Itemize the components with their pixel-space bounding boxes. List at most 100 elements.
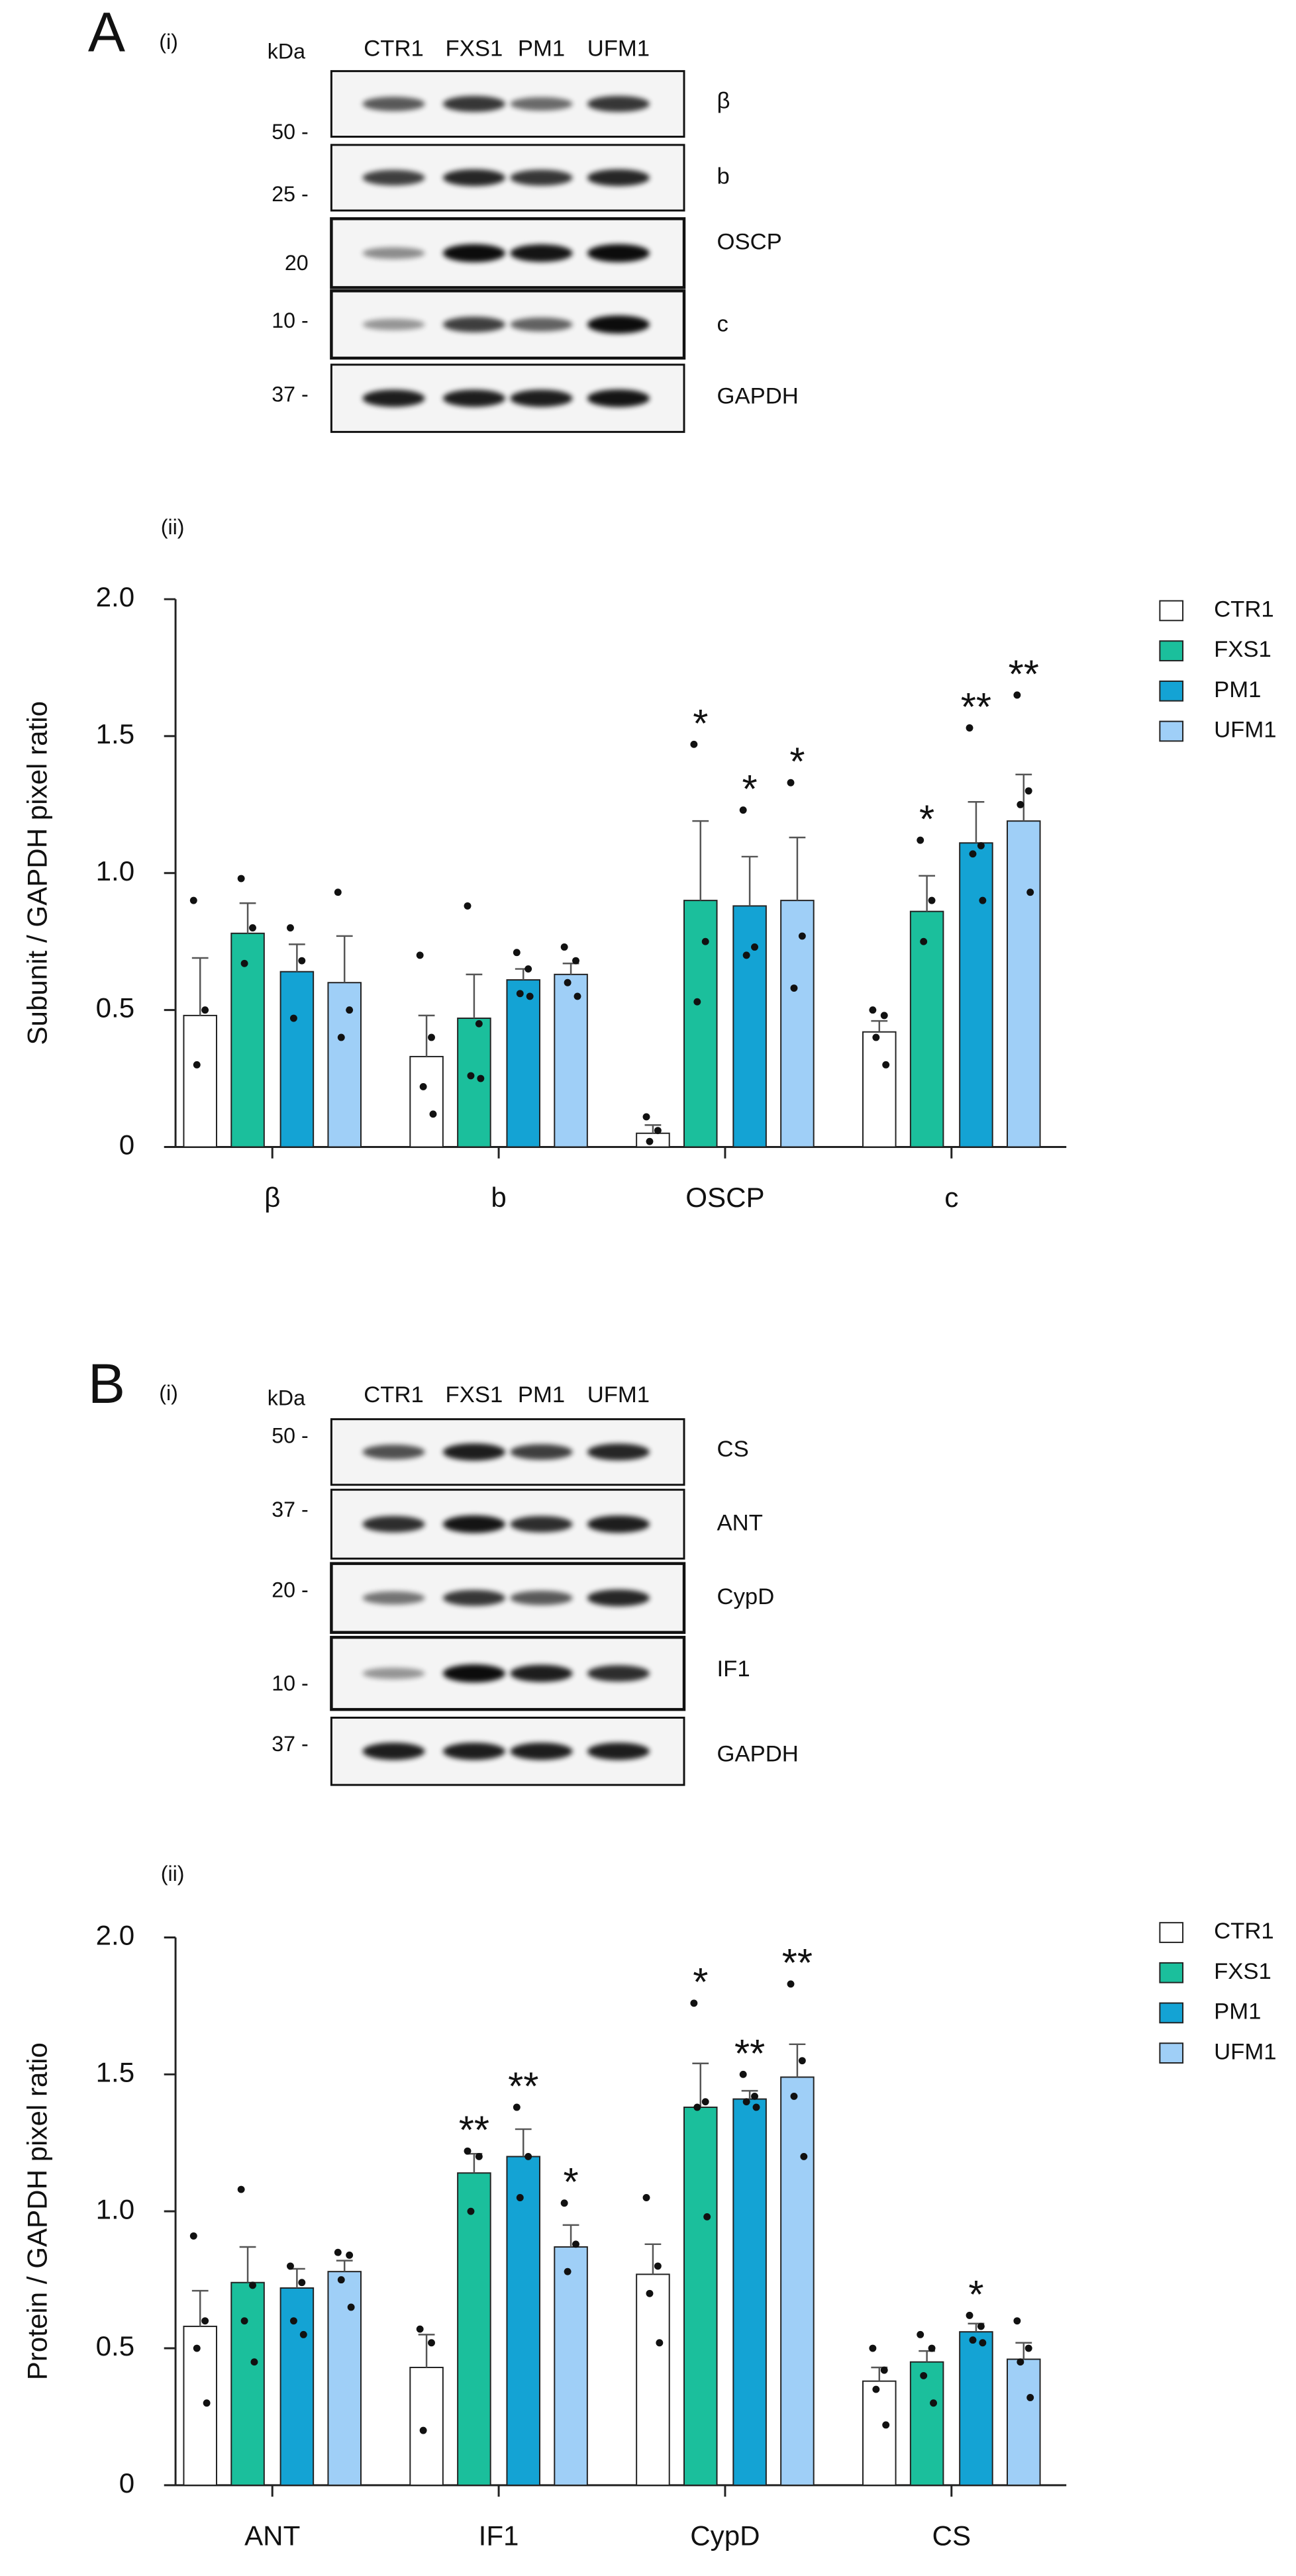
data-point bbox=[560, 2199, 568, 2207]
band-name: OSCP bbox=[717, 230, 782, 255]
bar bbox=[327, 2271, 362, 2486]
bar bbox=[457, 1018, 491, 1148]
blot-band bbox=[587, 1515, 650, 1533]
data-point bbox=[966, 2311, 973, 2319]
lane-label: FXS1 bbox=[446, 1382, 503, 1407]
data-point bbox=[752, 2103, 760, 2111]
significance: * bbox=[789, 739, 805, 784]
bar bbox=[862, 1031, 897, 1148]
band-name: GAPDH bbox=[717, 384, 799, 409]
blot-band bbox=[442, 389, 505, 407]
lane-label: CTR1 bbox=[364, 1382, 424, 1407]
y-tick-label: 1.5 bbox=[96, 2056, 135, 2087]
significance: ** bbox=[734, 2031, 765, 2075]
data-point bbox=[201, 2317, 209, 2325]
significance: ** bbox=[459, 2108, 489, 2152]
data-point bbox=[475, 2152, 483, 2160]
blot-band bbox=[510, 169, 573, 186]
bar bbox=[636, 2273, 670, 2486]
kda-marker: 10 - bbox=[272, 1671, 308, 1695]
legend-swatch bbox=[1159, 600, 1184, 622]
blot-band bbox=[442, 1443, 505, 1461]
blot-band bbox=[510, 1742, 573, 1760]
data-point bbox=[1017, 800, 1024, 808]
blot-band bbox=[587, 169, 650, 187]
data-point bbox=[249, 924, 256, 931]
y-tick-label: 0.5 bbox=[96, 2330, 135, 2361]
data-point bbox=[977, 841, 985, 849]
band-name: ANT bbox=[717, 1510, 763, 1535]
significance: * bbox=[742, 767, 758, 811]
panel-letter: B bbox=[88, 1353, 125, 1415]
bar bbox=[909, 910, 944, 1148]
data-point bbox=[790, 984, 798, 992]
data-point bbox=[642, 1113, 650, 1121]
data-point bbox=[787, 1980, 795, 1988]
blot-band bbox=[442, 95, 505, 113]
kda-label: kDa bbox=[268, 1386, 305, 1409]
bar bbox=[457, 2172, 491, 2486]
data-point bbox=[572, 957, 579, 965]
legend-label: PM1 bbox=[1214, 1999, 1261, 2025]
data-point bbox=[419, 1082, 427, 1090]
bar bbox=[230, 932, 265, 1148]
data-point bbox=[572, 2240, 579, 2248]
bar bbox=[683, 900, 718, 1148]
data-point bbox=[739, 2070, 747, 2078]
significance: ** bbox=[1009, 651, 1039, 696]
bar bbox=[1007, 820, 1041, 1148]
data-point bbox=[742, 2098, 750, 2106]
legend-label: FXS1 bbox=[1214, 1959, 1271, 1984]
blot-band bbox=[442, 1515, 505, 1533]
y-tick-label: 2.0 bbox=[96, 581, 135, 612]
band-name: CypD bbox=[717, 1584, 775, 1609]
data-point bbox=[250, 2358, 258, 2366]
blot-band bbox=[510, 1664, 573, 1682]
data-point bbox=[693, 2103, 701, 2111]
data-point bbox=[467, 1072, 475, 1080]
blot-band bbox=[442, 1664, 505, 1683]
legend-swatch bbox=[1159, 1962, 1184, 1983]
blot-band bbox=[510, 317, 573, 332]
x-tick-label: ANT bbox=[244, 2520, 300, 2551]
blot-band bbox=[362, 247, 425, 260]
data-point bbox=[298, 2279, 306, 2287]
data-point bbox=[930, 2399, 937, 2407]
data-point bbox=[564, 978, 572, 986]
bar bbox=[506, 2156, 540, 2486]
data-point bbox=[928, 896, 936, 904]
data-point bbox=[513, 949, 521, 957]
data-point bbox=[787, 779, 795, 787]
blot-band bbox=[442, 169, 505, 187]
legend-label: CTR1 bbox=[1214, 1919, 1274, 1944]
data-point bbox=[193, 1061, 201, 1069]
lane-label: PM1 bbox=[518, 1382, 565, 1407]
kda-marker: 20 - bbox=[272, 1578, 308, 1601]
kda-marker: 50 - bbox=[272, 1423, 308, 1447]
blot-band bbox=[587, 389, 650, 407]
kda-marker: 20 bbox=[285, 251, 309, 275]
data-point bbox=[287, 2262, 294, 2270]
data-point bbox=[882, 2421, 890, 2429]
data-point bbox=[701, 937, 709, 945]
blot-band bbox=[510, 1444, 573, 1460]
data-point bbox=[287, 924, 294, 931]
legend-label: FXS1 bbox=[1214, 637, 1271, 662]
data-point bbox=[513, 2103, 521, 2111]
data-point bbox=[337, 1033, 345, 1041]
data-point bbox=[416, 2325, 424, 2333]
significance: * bbox=[693, 1960, 708, 2004]
data-point bbox=[467, 2207, 475, 2215]
data-point bbox=[654, 2262, 662, 2270]
data-point bbox=[690, 740, 698, 748]
data-point bbox=[189, 2232, 197, 2240]
data-point bbox=[920, 937, 928, 945]
data-point bbox=[237, 875, 245, 883]
bar bbox=[862, 2380, 897, 2486]
lane-label: CTR1 bbox=[364, 36, 424, 61]
data-point bbox=[524, 965, 532, 973]
data-point bbox=[1026, 2394, 1034, 2401]
band-name: IF1 bbox=[717, 1656, 750, 1682]
legend-swatch bbox=[1159, 680, 1184, 702]
data-point bbox=[428, 2339, 435, 2347]
